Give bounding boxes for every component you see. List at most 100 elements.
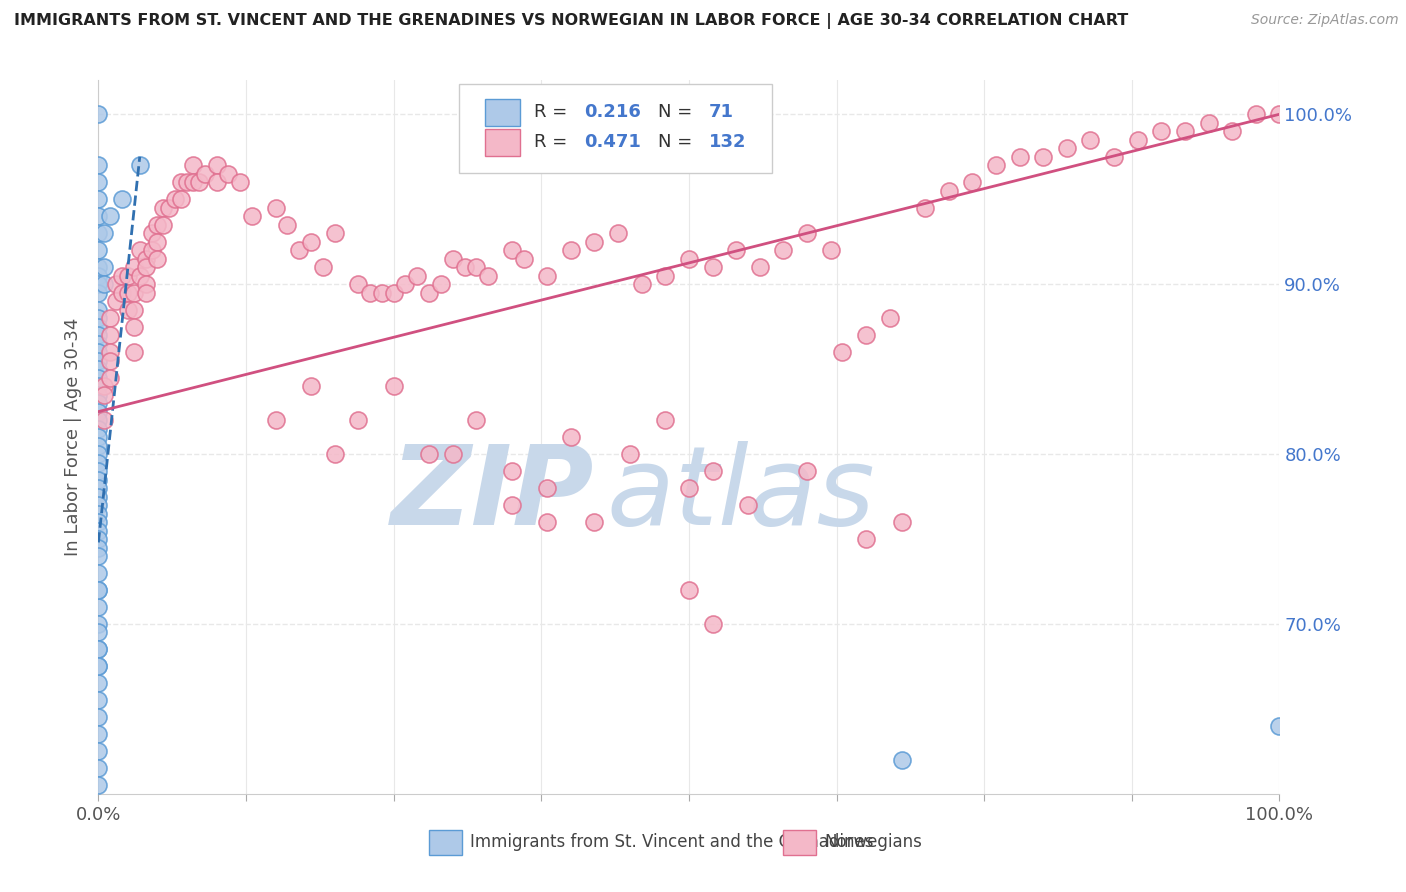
Point — [165, 192, 187, 206]
Point — [87, 319, 110, 334]
Point — [678, 582, 700, 597]
Point — [87, 659, 110, 673]
Point — [176, 175, 198, 189]
Point — [205, 175, 228, 189]
Point — [501, 464, 523, 478]
Point — [87, 362, 110, 376]
Point — [87, 345, 110, 359]
Point — [87, 625, 110, 640]
Point — [194, 167, 217, 181]
Bar — [783, 830, 817, 855]
Point — [87, 473, 110, 487]
Point — [1008, 150, 1031, 164]
Point — [501, 243, 523, 257]
Point — [87, 676, 110, 690]
Point — [441, 447, 464, 461]
Point — [630, 277, 652, 292]
Point — [583, 515, 606, 529]
Point — [93, 379, 115, 393]
Point — [347, 277, 370, 292]
Point — [87, 336, 110, 351]
Point — [87, 413, 110, 427]
Point — [1244, 107, 1267, 121]
Point — [146, 252, 169, 266]
Point — [229, 175, 252, 189]
Bar — [429, 830, 463, 855]
Point — [87, 456, 110, 470]
Point — [87, 617, 110, 632]
Point — [87, 192, 110, 206]
Text: 0.216: 0.216 — [583, 103, 641, 121]
Point — [87, 744, 110, 758]
Point — [152, 218, 174, 232]
Point — [111, 192, 134, 206]
Point — [1268, 107, 1291, 121]
Point — [122, 319, 145, 334]
Point — [135, 285, 157, 300]
Point — [583, 235, 606, 249]
Point — [98, 328, 121, 343]
Point — [87, 107, 110, 121]
Point — [117, 285, 139, 300]
Point — [141, 226, 163, 240]
Point — [87, 439, 110, 453]
Point — [855, 532, 877, 546]
Point — [217, 167, 239, 181]
Point — [702, 464, 724, 478]
Text: 132: 132 — [709, 134, 747, 152]
Text: Norwegians: Norwegians — [825, 833, 922, 851]
Point — [93, 277, 115, 292]
Point — [796, 464, 818, 478]
Point — [87, 599, 110, 614]
Point — [1174, 124, 1197, 138]
Point — [146, 235, 169, 249]
Point — [359, 285, 381, 300]
Point — [87, 642, 110, 657]
Point — [820, 243, 842, 257]
Point — [441, 252, 464, 266]
Point — [87, 507, 110, 521]
Point — [87, 727, 110, 741]
Point — [87, 549, 110, 563]
Text: 0.471: 0.471 — [583, 134, 641, 152]
Point — [299, 379, 322, 393]
Point — [87, 387, 110, 401]
Point — [312, 260, 335, 275]
Point — [465, 413, 488, 427]
Point — [187, 175, 209, 189]
Point — [87, 464, 110, 478]
Point — [87, 582, 110, 597]
Point — [117, 268, 139, 283]
Point — [87, 328, 110, 343]
Point — [87, 447, 110, 461]
Point — [87, 515, 110, 529]
Point — [122, 345, 145, 359]
Point — [855, 328, 877, 343]
Point — [560, 243, 582, 257]
Point — [678, 252, 700, 266]
Y-axis label: In Labor Force | Age 30-34: In Labor Force | Age 30-34 — [63, 318, 82, 557]
Point — [725, 243, 748, 257]
Point — [654, 413, 676, 427]
Point — [170, 175, 193, 189]
Point — [128, 158, 150, 172]
Point — [879, 311, 901, 326]
Point — [536, 268, 558, 283]
Point — [323, 226, 346, 240]
Point — [87, 541, 110, 555]
Point — [87, 582, 110, 597]
Point — [299, 235, 322, 249]
Point — [1056, 141, 1078, 155]
Point — [93, 413, 115, 427]
Point — [394, 277, 416, 292]
Point — [87, 498, 110, 512]
Point — [371, 285, 394, 300]
Point — [105, 277, 128, 292]
Text: N =: N = — [658, 134, 699, 152]
Point — [135, 252, 157, 266]
Point — [654, 268, 676, 283]
Point — [128, 243, 150, 257]
Point — [87, 659, 110, 673]
Point — [98, 345, 121, 359]
Point — [87, 421, 110, 435]
